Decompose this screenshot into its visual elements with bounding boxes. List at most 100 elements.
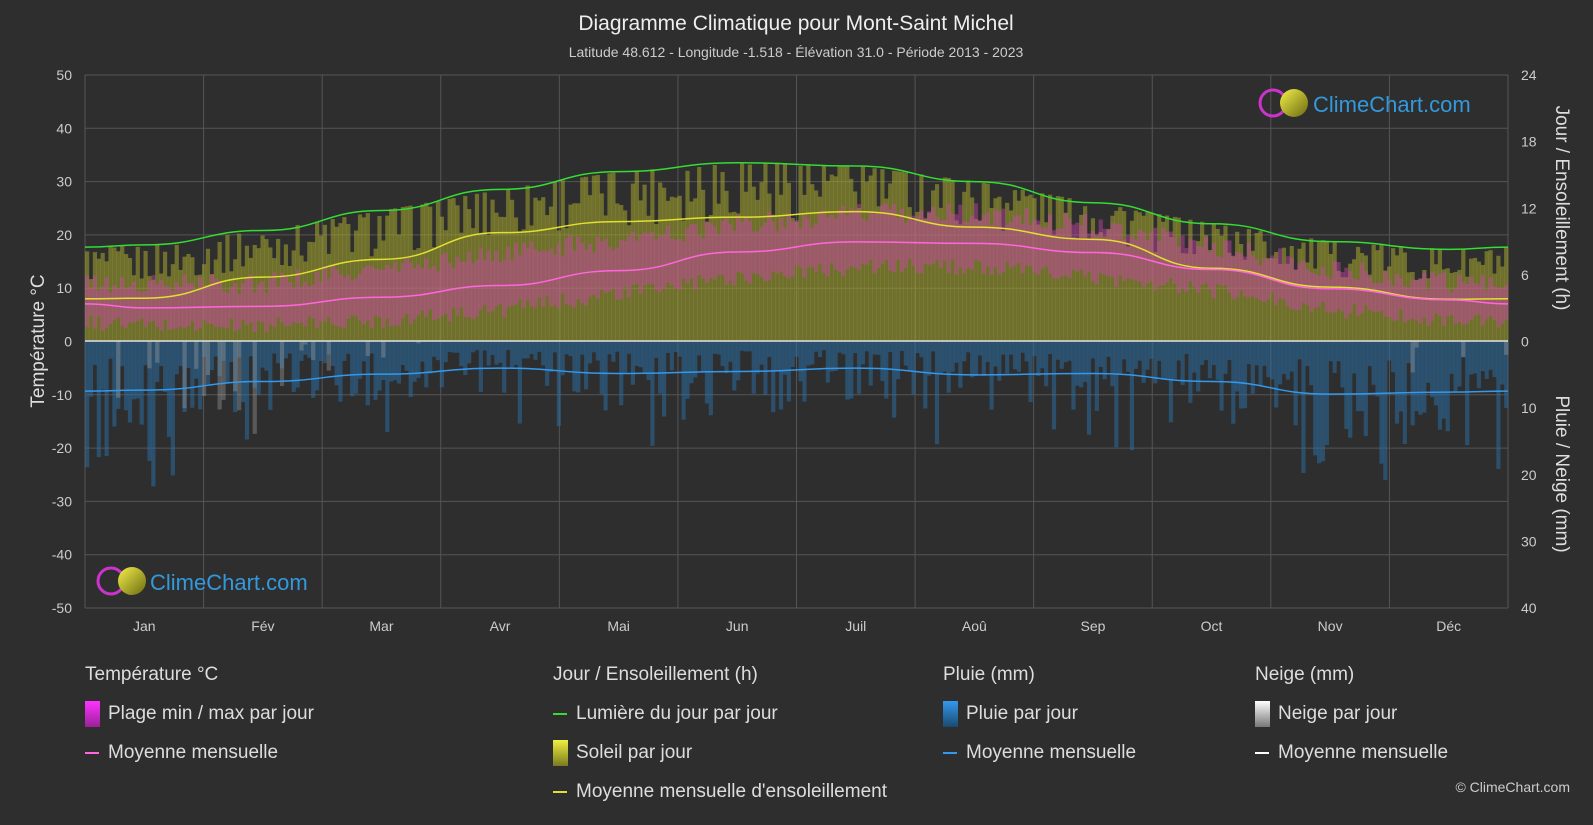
temp-range-bar bbox=[1355, 279, 1361, 316]
temp-range-bar bbox=[198, 277, 203, 328]
temp-range-bar bbox=[1465, 283, 1470, 324]
rain-bar bbox=[1500, 341, 1505, 385]
rain-bar bbox=[346, 341, 351, 354]
y-right-top-tick-label: 18 bbox=[1521, 134, 1537, 150]
rain-bar bbox=[778, 341, 784, 410]
rain-bar bbox=[853, 341, 858, 354]
rain-bar bbox=[431, 341, 437, 357]
rain-bar bbox=[693, 341, 698, 378]
sun-bar bbox=[279, 264, 285, 342]
rain-bar bbox=[568, 341, 573, 357]
rain-bar bbox=[938, 341, 943, 375]
temp-range-bar bbox=[541, 250, 546, 307]
rain-bar bbox=[120, 341, 125, 367]
rain-bar bbox=[467, 341, 472, 364]
rain-bar bbox=[1449, 341, 1454, 374]
sun-bar bbox=[1211, 223, 1216, 342]
temp-range-bar bbox=[498, 262, 503, 305]
rain-bar bbox=[864, 341, 869, 352]
temp-range-bar bbox=[506, 247, 511, 307]
sun-bar bbox=[825, 180, 830, 342]
temp-range-bar bbox=[817, 211, 823, 264]
temp-range-bar bbox=[190, 283, 195, 322]
sun-bar bbox=[1067, 198, 1072, 342]
temp-range-bar bbox=[615, 247, 620, 300]
temp-range-bar bbox=[330, 265, 335, 325]
rain-bar bbox=[1079, 341, 1084, 388]
temp-range-bar bbox=[1176, 246, 1181, 294]
sun-bar bbox=[451, 198, 456, 342]
sun-bar bbox=[650, 169, 655, 342]
sun-bar bbox=[1141, 215, 1146, 342]
sun-bar bbox=[276, 238, 281, 342]
rain-bar bbox=[1067, 341, 1072, 361]
rain-bar bbox=[338, 341, 343, 402]
rain-bar bbox=[1184, 341, 1189, 354]
sun-bar bbox=[256, 248, 261, 342]
temp-range-bar bbox=[377, 269, 382, 318]
rain-bar bbox=[997, 341, 1002, 381]
temp-range-bar bbox=[412, 268, 417, 320]
temp-range-bar bbox=[1344, 267, 1349, 319]
sun-bar bbox=[1008, 210, 1014, 342]
rain-bar bbox=[1465, 341, 1470, 446]
sun-bar bbox=[1137, 212, 1142, 342]
rain-bar bbox=[564, 341, 569, 355]
y-right-bottom-tick-label: 30 bbox=[1521, 533, 1537, 549]
sun-bar bbox=[931, 190, 936, 342]
temp-range-bar bbox=[981, 215, 986, 274]
temp-range-bar bbox=[950, 213, 955, 260]
sun-bar bbox=[919, 174, 924, 342]
sun-bar bbox=[1172, 216, 1177, 342]
sun-bar bbox=[1375, 250, 1380, 342]
sun-bar bbox=[1383, 270, 1388, 342]
rain-bar bbox=[626, 341, 632, 354]
temp-range-bar bbox=[1484, 290, 1489, 320]
rain-bar bbox=[1394, 341, 1400, 424]
temp-range-bar bbox=[1129, 236, 1135, 280]
sun-bar bbox=[178, 269, 183, 342]
sun-bar bbox=[85, 251, 90, 342]
temp-range-bar bbox=[969, 215, 975, 270]
rain-bar bbox=[560, 341, 565, 376]
rain-bar bbox=[931, 341, 936, 352]
temp-range-bar bbox=[1367, 276, 1372, 311]
sun-bar bbox=[1184, 253, 1189, 342]
sun-bar bbox=[490, 199, 495, 342]
sun-bar bbox=[778, 194, 784, 342]
rain-bar bbox=[646, 341, 651, 381]
snow-bar bbox=[1504, 341, 1509, 355]
sun-bar bbox=[685, 170, 690, 342]
rain-bar bbox=[607, 341, 612, 355]
rain-bar bbox=[919, 341, 924, 358]
sun-bar bbox=[1028, 194, 1033, 342]
rain-bar bbox=[424, 341, 429, 388]
sun-bar bbox=[389, 209, 394, 342]
sun-bar bbox=[856, 208, 862, 342]
x-tick-label: Nov bbox=[1318, 618, 1343, 634]
sun-bar bbox=[1203, 235, 1209, 342]
legend-snow-bar-label: Neige par jour bbox=[1278, 703, 1398, 724]
rain-bar bbox=[1203, 341, 1209, 361]
temp-range-bar bbox=[424, 258, 429, 318]
rain-bar bbox=[899, 341, 905, 351]
rain-bar bbox=[1122, 341, 1127, 360]
sun-bar bbox=[1122, 211, 1127, 342]
sun-bar bbox=[1305, 262, 1310, 342]
sun-bar bbox=[915, 211, 920, 342]
temp-range-bar bbox=[946, 203, 951, 273]
sun-bar bbox=[623, 210, 628, 342]
legend-rain-mean: Moyenne mensuelle bbox=[943, 741, 1136, 765]
rain-bar bbox=[260, 341, 265, 368]
rain-bar bbox=[295, 341, 300, 388]
temp-range-bar bbox=[860, 218, 866, 264]
temp-range-bar bbox=[392, 262, 398, 326]
rain-bar bbox=[1367, 341, 1372, 367]
temp-range-bar bbox=[229, 286, 234, 319]
legend-temp-range-label: Plage min / max par jour bbox=[108, 703, 314, 724]
temp-range-bar bbox=[1250, 255, 1255, 297]
sun-bar bbox=[981, 182, 986, 342]
sun-bar bbox=[1445, 268, 1450, 342]
sun-bar bbox=[615, 203, 620, 342]
sun-bar bbox=[638, 200, 643, 342]
